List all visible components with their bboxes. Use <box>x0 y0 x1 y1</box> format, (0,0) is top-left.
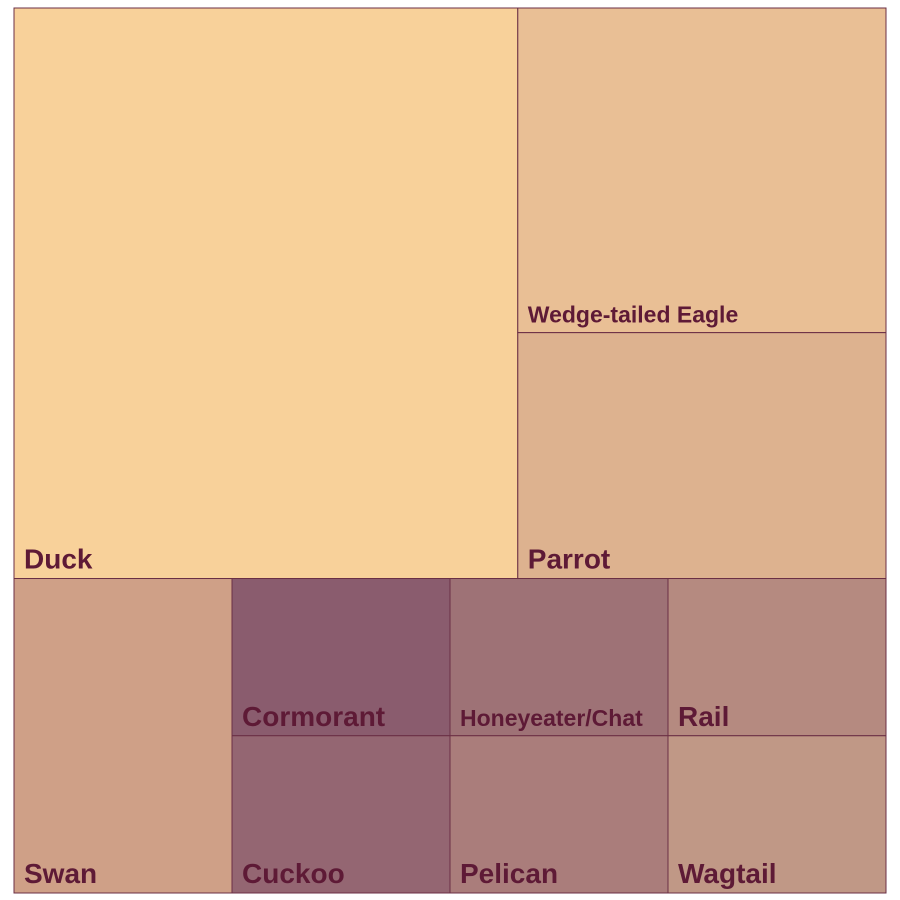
tile-rect-cuckoo <box>231 735 451 894</box>
tile-rail: Rail <box>667 578 887 737</box>
tile-rect-duck <box>13 7 519 580</box>
tile-pelican: Pelican <box>449 735 669 894</box>
tile-label-cuckoo: Cuckoo <box>242 858 345 889</box>
tile-label-pelican: Pelican <box>460 858 558 889</box>
tile-rect-rail <box>667 578 887 737</box>
tile-cormorant: Cormorant <box>231 578 451 737</box>
tile-rect-swan <box>13 578 233 894</box>
tile-wagtail: Wagtail <box>667 735 887 894</box>
tile-rect-parrot <box>517 332 887 580</box>
tile-swan: Swan <box>13 578 233 894</box>
tile-label-parrot: Parrot <box>528 544 610 575</box>
tile-rect-wagtail <box>667 735 887 894</box>
tile-label-wagtail: Wagtail <box>678 858 777 889</box>
tile-label-rail: Rail <box>678 701 729 732</box>
tile-rect-cormorant <box>231 578 451 737</box>
tile-cuckoo: Cuckoo <box>231 735 451 894</box>
tile-label-wedge-tailed-eagle: Wedge-tailed Eagle <box>528 302 738 328</box>
tile-label-swan: Swan <box>24 858 97 889</box>
tile-wedge-tailed-eagle: Wedge-tailed Eagle <box>517 7 887 334</box>
tile-rect-honeyeater-chat <box>449 578 669 737</box>
tile-honeyeater-chat: Honeyeater/Chat <box>449 578 669 737</box>
tile-label-duck: Duck <box>24 544 93 575</box>
tile-rect-wedge-tailed-eagle <box>517 7 887 334</box>
tile-rect-pelican <box>449 735 669 894</box>
tile-duck: Duck <box>13 7 519 580</box>
tile-parrot: Parrot <box>517 332 887 580</box>
tile-label-cormorant: Cormorant <box>242 701 385 732</box>
tile-label-honeyeater-chat: Honeyeater/Chat <box>460 705 643 731</box>
